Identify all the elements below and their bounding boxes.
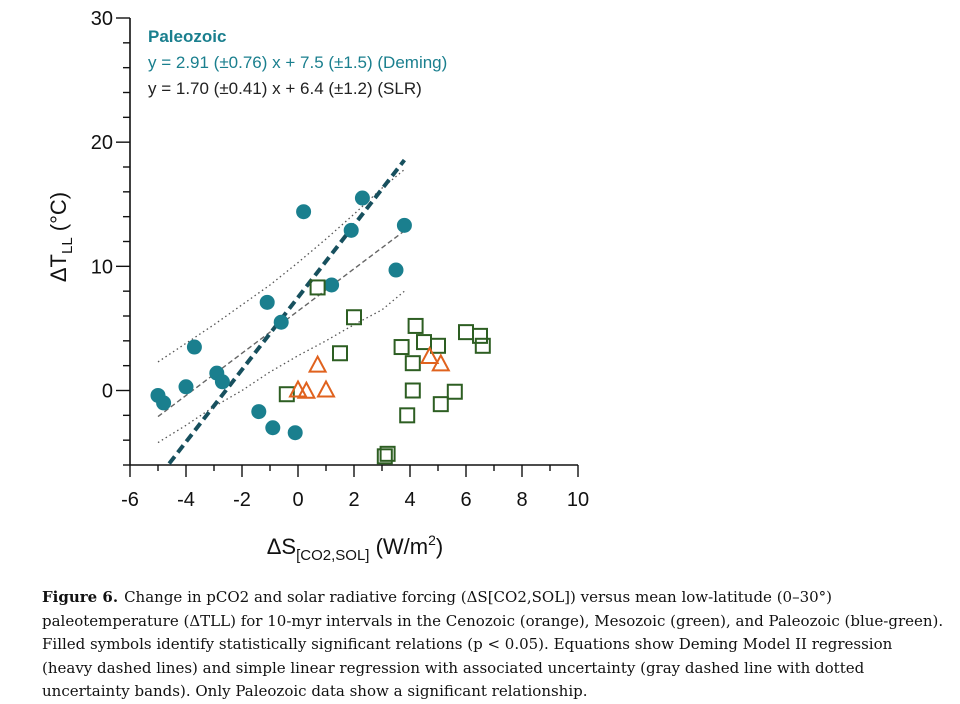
paleozoic-point	[178, 379, 194, 395]
cenozoic-point	[307, 354, 328, 373]
paleozoic-point	[296, 204, 312, 220]
mesozoic-point	[376, 448, 393, 465]
y-axis-label: ΔTLL (°C)	[46, 192, 76, 282]
mesozoic-point	[407, 317, 424, 334]
x-tick-label: -2	[233, 489, 251, 511]
series-mesozoic	[278, 279, 491, 465]
paleozoic-point	[273, 314, 289, 330]
mesozoic-point	[393, 339, 410, 356]
x-tick-label: 8	[516, 489, 527, 511]
x-tick-label: -6	[121, 489, 139, 511]
paleozoic-point	[186, 339, 202, 355]
regression-lines	[157, 158, 406, 465]
x-tick-label: 0	[292, 489, 303, 511]
x-axis-label-sub: [CO2,SOL]	[296, 547, 369, 564]
caption-text: Change in pCO2 and solar radiative forci…	[42, 588, 944, 700]
paleozoic-point	[156, 395, 172, 411]
paleozoic-point	[388, 262, 404, 278]
deming-regression-line	[167, 158, 406, 465]
axes: 0 10 20 30 -6 -4 -2 0 2 4 6 8 10	[91, 8, 589, 511]
caption-label: Figure 6.	[42, 588, 119, 606]
y-axis-label-sub: LL	[59, 237, 76, 254]
x-axis-label-unit: (W/m	[369, 534, 428, 559]
x-axis-label-unit-close: )	[436, 534, 443, 559]
cenozoic-point	[431, 353, 451, 372]
paleozoic-point	[287, 425, 303, 441]
y-axis-label-main: ΔT	[46, 254, 71, 282]
mesozoic-point	[309, 279, 326, 296]
cenozoic-point	[296, 380, 317, 399]
uncertainty-bands	[157, 168, 405, 444]
series-cenozoic	[288, 345, 451, 399]
mesozoic-point	[278, 386, 295, 403]
x-tick-label: -4	[177, 489, 195, 511]
figure-caption: Figure 6. Change in pCO2 and solar radiat…	[42, 586, 947, 704]
x-tick-label: 10	[567, 489, 589, 511]
y-tick-label: 30	[91, 8, 113, 30]
mesozoic-point	[404, 382, 421, 399]
lower-uncertainty-band	[157, 290, 405, 444]
data-points	[150, 190, 491, 465]
upper-uncertainty-band	[157, 168, 405, 363]
annotation-title: Paleozoic	[148, 27, 226, 46]
cenozoic-point	[419, 345, 440, 364]
x-tick-label: 6	[460, 489, 471, 511]
mesozoic-point	[416, 334, 432, 351]
mesozoic-point	[446, 383, 463, 400]
paleozoic-point	[214, 374, 230, 390]
x-tick-label: 2	[348, 489, 359, 511]
x-axis-label-sup: 2	[428, 532, 436, 548]
annotation-deming-equation: y = 2.91 (±0.76) x + 7.5 (±1.5) (Deming)	[148, 53, 447, 72]
x-tick-label: 4	[404, 489, 415, 511]
mesozoic-point	[404, 355, 421, 372]
series-paleozoic	[150, 190, 412, 441]
cenozoic-point	[316, 379, 336, 398]
y-axis-label-unit: (°C)	[46, 192, 71, 237]
y-tick-label: 10	[91, 256, 113, 278]
scatter-chart: 0 10 20 30 -6 -4 -2 0 2 4 6 8 10 Paleozoic y = 2.91 …	[46, 8, 589, 564]
paleozoic-point	[396, 217, 412, 233]
mesozoic-point	[472, 327, 488, 344]
mesozoic-point	[332, 345, 348, 362]
mesozoic-point	[458, 324, 474, 341]
mesozoic-point	[399, 407, 416, 424]
paleozoic-point	[265, 420, 281, 436]
mesozoic-point	[379, 445, 396, 462]
annotation-slr-equation: y = 1.70 (±0.41) x + 6.4 (±1.2) (SLR)	[148, 79, 422, 98]
x-axis-label-main: ΔS	[267, 534, 296, 559]
x-axis-label: ΔS[CO2,SOL] (W/m2)	[267, 532, 444, 564]
paleozoic-point	[343, 222, 359, 238]
paleozoic-point	[251, 404, 267, 420]
paleozoic-point	[259, 294, 275, 310]
y-tick-label: 20	[91, 132, 113, 154]
y-tick-label: 0	[102, 381, 113, 403]
mesozoic-point	[432, 396, 449, 413]
paleozoic-point	[324, 277, 340, 293]
mesozoic-point	[474, 337, 491, 354]
mesozoic-point	[430, 337, 446, 354]
paleozoic-point	[354, 190, 370, 206]
mesozoic-point	[346, 309, 362, 326]
